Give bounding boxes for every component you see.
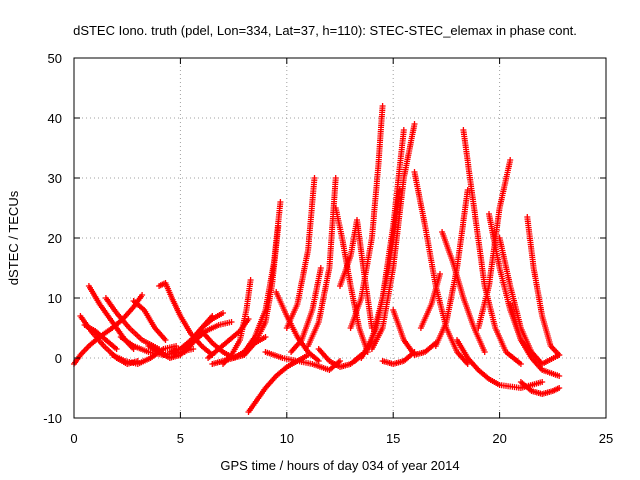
data-point-markers bbox=[507, 301, 563, 379]
x-tick-label: 10 bbox=[280, 431, 294, 446]
x-axis-label: GPS time / hours of day 034 of year 2014 bbox=[220, 458, 459, 473]
data-point-markers bbox=[454, 337, 546, 391]
series-34 bbox=[417, 271, 443, 331]
data-point-markers bbox=[358, 127, 407, 361]
y-tick-label: 0 bbox=[55, 351, 62, 366]
data-point-markers bbox=[496, 235, 563, 367]
data-point-markers bbox=[524, 214, 563, 358]
data-point-markers bbox=[379, 349, 418, 367]
series-32 bbox=[390, 307, 439, 358]
series-43 bbox=[517, 379, 563, 397]
series-36 bbox=[439, 229, 488, 355]
data-point-markers bbox=[288, 265, 324, 355]
chart-title: dSTEC Iono. truth (pdel, Lon=334, Lat=37… bbox=[73, 23, 577, 38]
data-point-markers bbox=[390, 307, 439, 358]
x-tick-label: 25 bbox=[599, 431, 613, 446]
series-30 bbox=[368, 121, 418, 352]
series-29 bbox=[358, 127, 407, 361]
axis-ticks: 0 5 10 15 20 25 -10 0 10 20 30 40 50 bbox=[43, 51, 613, 446]
data-marks bbox=[71, 103, 563, 415]
series-23 bbox=[305, 175, 339, 349]
series-31 bbox=[379, 349, 418, 367]
y-axis-label: dSTEC / TECUs bbox=[6, 190, 21, 285]
series-42 bbox=[507, 301, 563, 379]
x-tick-label: 15 bbox=[386, 431, 400, 446]
series-17 bbox=[241, 223, 282, 358]
series-7 bbox=[130, 298, 169, 343]
series-25 bbox=[332, 205, 371, 355]
y-tick-label: 10 bbox=[48, 291, 62, 306]
series-33 bbox=[411, 169, 471, 367]
data-point-markers bbox=[368, 121, 418, 352]
series-4 bbox=[81, 322, 120, 352]
data-point-markers bbox=[332, 205, 371, 355]
data-point-markers bbox=[220, 277, 254, 367]
data-point-markers bbox=[347, 103, 386, 331]
y-tick-label: -10 bbox=[43, 411, 62, 426]
series-22 bbox=[288, 265, 324, 355]
series-44 bbox=[524, 214, 563, 358]
data-point-markers bbox=[283, 175, 318, 331]
x-tick-label: 0 bbox=[70, 431, 77, 446]
data-point-markers bbox=[81, 322, 120, 352]
data-point-markers bbox=[517, 379, 563, 397]
data-point-markers bbox=[241, 223, 282, 358]
y-tick-label: 30 bbox=[48, 171, 62, 186]
series-21 bbox=[283, 175, 318, 331]
data-point-markers bbox=[417, 271, 443, 331]
data-point-markers bbox=[262, 349, 343, 373]
data-point-markers bbox=[156, 280, 216, 358]
data-point-markers bbox=[439, 229, 488, 355]
series-15 bbox=[220, 277, 254, 367]
series-41 bbox=[496, 235, 563, 367]
series-20 bbox=[262, 349, 343, 373]
data-point-markers bbox=[130, 298, 169, 343]
y-tick-label: 50 bbox=[48, 51, 62, 66]
data-point-markers bbox=[411, 169, 471, 367]
y-tick-label: 20 bbox=[48, 231, 62, 246]
series-38 bbox=[454, 337, 546, 391]
series-8 bbox=[156, 280, 216, 358]
series-39 bbox=[475, 157, 514, 331]
data-point-markers bbox=[475, 157, 514, 331]
series-27 bbox=[347, 103, 386, 331]
y-tick-label: 40 bbox=[48, 111, 62, 126]
x-tick-label: 5 bbox=[177, 431, 184, 446]
data-point-markers bbox=[305, 175, 339, 349]
x-tick-label: 20 bbox=[492, 431, 506, 446]
